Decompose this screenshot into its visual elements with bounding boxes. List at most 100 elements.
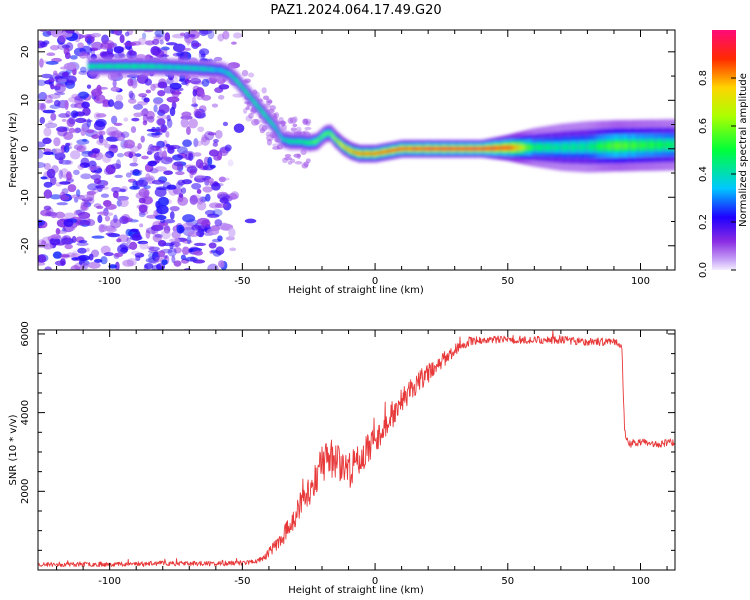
spectrogram-noise-cell [151, 264, 164, 270]
colorbar-tick-label: 0.2 [698, 214, 709, 230]
snr-x-tick-label: 50 [501, 576, 514, 587]
spectrogram-noise-cell [172, 43, 186, 53]
spectrogram-noise-cell [217, 33, 225, 42]
spectrogram-noise-cell [77, 247, 87, 254]
spectrogram-noise-cell [177, 179, 186, 186]
spectrogram-noise-cell [88, 165, 99, 171]
spectrogram-noise-cell [166, 77, 174, 85]
spectrogram-noise-cell [58, 169, 63, 180]
spectrogram-noise-cell [65, 30, 75, 34]
spectrogram-noise-cell [214, 129, 223, 139]
colorbar-tick-label: 0.6 [698, 118, 709, 134]
spectrogram-noise-cell [95, 113, 107, 118]
spectrogram-noise-cell [133, 104, 144, 110]
spectrogram-noise-cell [218, 84, 230, 90]
spectrogram-noise-cell [63, 145, 70, 153]
spectrogram-noise-cell [75, 189, 81, 197]
spectrogram-noise-cell [91, 235, 105, 239]
spectrogram-noise-cell [58, 113, 70, 118]
spectrogram-noise-cell [77, 164, 85, 170]
spectrogram-noise-cell [123, 217, 133, 222]
spectrogram-noise-cell [111, 130, 123, 139]
spectrogram-noise-cell [183, 31, 190, 39]
spectrogram-noise-cell [111, 186, 122, 193]
spectrogram-noise-cell [43, 205, 52, 211]
spectrogram-noise-cell [39, 116, 46, 125]
spectrogram-noise-cell [148, 246, 160, 252]
spectrogram-noise-cell [138, 204, 148, 213]
spectrogram-noise-cell [163, 48, 168, 56]
spectrogram-noise-cell [71, 257, 79, 261]
spectrogram-noise-cell [164, 32, 171, 42]
spectrogram-y-tick-label: -20 [20, 238, 31, 254]
spectrogram-noise-cell [54, 152, 66, 161]
spectrogram-noise-cell [132, 154, 138, 164]
spectrogram-noise-cell [54, 211, 65, 219]
spectrogram-noise-cell [69, 55, 78, 60]
spectrogram-noise-cell [120, 131, 130, 139]
spectrogram-noise-cell [287, 117, 294, 124]
spectrogram-noise-cell [171, 161, 184, 171]
spectrogram-noise-cell [121, 74, 129, 79]
spectrogram-noise-cell [186, 235, 192, 245]
spectrogram-noise-cell [148, 255, 160, 264]
spectrogram-noise-cell [101, 227, 115, 231]
spectrogram-noise-cell [53, 70, 58, 76]
spectrogram-noise-cell [202, 186, 213, 193]
spectrogram-noise-cell [198, 48, 210, 56]
spectrogram-noise-cell [145, 229, 151, 239]
spectrogram-noise-cell [77, 42, 85, 49]
spectrogram-noise-cell [114, 174, 123, 179]
spectrogram-noise-cell [128, 90, 134, 99]
spectrogram-noise-cell [179, 32, 185, 37]
spectrogram-noise-cell [142, 113, 149, 123]
spectrogram-noise-cell [143, 185, 151, 190]
spectrogram-noise-cell [43, 127, 52, 137]
spectrogram-noise-cell [284, 153, 292, 158]
snr-y-ticks: 2000 4000 6000 [20, 321, 675, 571]
spectrogram-noise-cell [189, 34, 196, 38]
spectrogram-noise-cell [205, 193, 211, 202]
spectrogram-noise-cell [55, 228, 61, 235]
spectrogram-noise-cell [202, 164, 215, 171]
spectrogram-noise-cell [95, 185, 105, 189]
spectrogram-noise-cell [130, 126, 137, 133]
spectrogram-noise-cell [61, 118, 67, 123]
spectrogram-noise-cell [189, 195, 198, 205]
spectrogram-noise-cell [241, 69, 249, 77]
spectrogram-noise-cell [77, 91, 90, 99]
spectrogram-noise-cell [163, 86, 174, 94]
spectrogram-noise-cell [100, 256, 108, 265]
spectrogram-x-tick-label: -50 [234, 276, 250, 287]
spectrogram-noise-cell [178, 226, 184, 234]
spectrogram-noise-cell [123, 139, 136, 149]
spectrogram-noise-cell [191, 224, 202, 231]
spectrogram-noise-cell [232, 93, 244, 98]
spectrogram-noise-cell [47, 78, 55, 83]
spectrogram-noise-cell [55, 242, 66, 246]
spectrogram-noise-cell [38, 254, 47, 263]
spectrogram-noise-cell [50, 211, 57, 219]
spectrogram-noise-cell [143, 97, 150, 103]
spectrogram-noise-cell [128, 98, 137, 104]
spectrogram-noise-cell [197, 126, 205, 133]
spectrogram-noise-cell [192, 42, 202, 48]
spectrogram-noise-cell [141, 155, 149, 160]
spectrogram-noise-cell [193, 242, 207, 247]
spectrogram-noise-cell [112, 79, 117, 88]
spectrogram-noise-cell [98, 130, 106, 136]
spectrogram-noise-cell [44, 266, 52, 270]
spectrogram-noise-cell [155, 186, 168, 191]
spectrogram-noise-cell [101, 153, 112, 164]
snr-x-ticks: -100 -50 0 50 100 [56, 330, 668, 587]
spectrogram-noise-cell [53, 137, 61, 147]
spectrogram-noise-cell [93, 112, 101, 120]
spectrogram-noise-cell [110, 163, 122, 170]
spectrogram-noise-cell [86, 190, 97, 196]
spectrogram-noise-cell [117, 244, 128, 255]
spectrogram-noise-cell [81, 150, 94, 158]
spectrogram-noise-cell [294, 161, 303, 165]
figure-title: PAZ1.2024.064.17.49.G20 [270, 3, 441, 18]
spectrogram-noise-cell [248, 72, 255, 78]
